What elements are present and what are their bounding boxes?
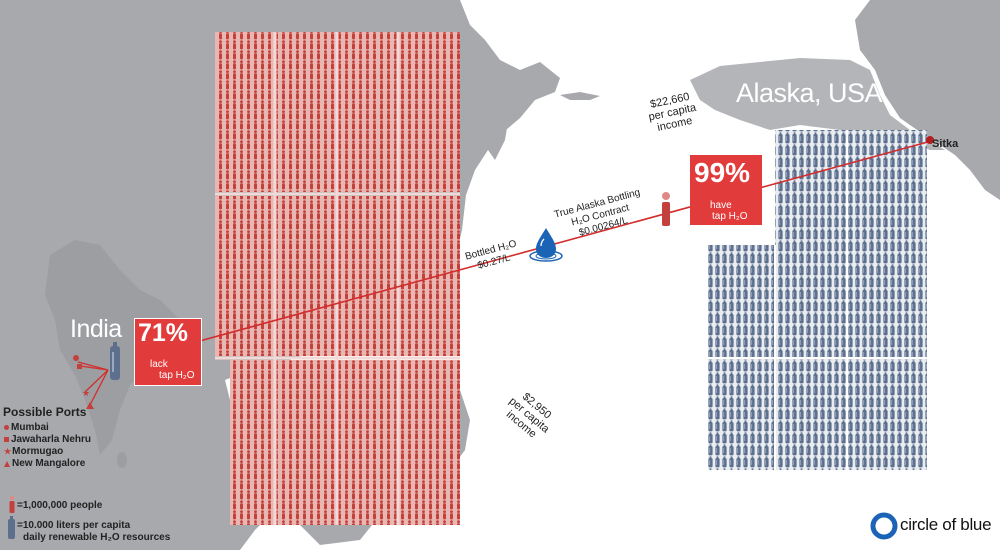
india-caption-1: lack [150,359,168,370]
port-mormugao-marker: ★ [82,388,90,398]
port-item-jnpt: Jawaharla Nehru [4,434,91,445]
port-mumbai-marker [73,355,79,361]
india-label: India [70,315,122,343]
sitka-label: Sitka [932,138,959,150]
brand-name: circle of blue [900,515,992,534]
square-marker-icon [4,437,9,442]
legend-person-icon [9,495,15,513]
port-name: Mormugao [12,446,64,457]
canada-landmass [855,0,1000,200]
port-name: Mumbai [11,422,49,433]
port-name: Jawaharla Nehru [11,434,92,445]
india-bottle-icon [110,342,120,380]
india-percent-box: 71% lack tap H₂O [134,318,202,386]
india-percent: 71% [138,319,189,347]
circle-of-blue-logo-icon [870,512,898,540]
shipping-route-line [184,139,936,346]
alaska-landmass [690,58,945,150]
aleutian-islands [560,92,600,100]
legend-bottles-line1: =10.000 liters per capita [17,520,131,531]
alaska-label: Alaska, USA [736,78,883,108]
port-item-mormugao: ★ Mormugao [4,446,63,457]
legend-bottles: =10.000 liters per capita daily renewabl… [17,520,170,544]
port-route-lines [77,361,109,406]
alaska-person-icon [662,192,670,226]
port-jnpt-marker [77,364,82,369]
india-caption-2: tap H₂O [159,370,195,381]
population-people-block [215,32,460,525]
triangle-marker-icon [4,460,10,467]
legend-people-label: =1,000,000 people [17,500,103,511]
circle-marker-icon [4,425,9,430]
alaska-caption-1: have [710,200,732,211]
alaska-percent: 99% [694,157,751,188]
port-mangalore-marker [86,402,94,409]
water-drop-icon [529,228,563,262]
water-resources-bottle-block [708,130,927,470]
sitka-marker [926,136,934,144]
port-item-mangalore: New Mangalore [4,458,85,469]
port-item-mumbai: Mumbai [4,422,49,433]
alaska-percent-box: 99% have tap H₂O [690,155,762,225]
japan-island [468,40,510,160]
alaska-caption-2: tap H₂O [712,211,748,222]
ports-title: Possible Ports [3,405,87,419]
port-name: New Mangalore [12,458,86,469]
legend-bottles-line2: daily renewable H₂O resources [23,532,171,543]
star-marker-icon: ★ [4,447,12,456]
sri-lanka [117,452,127,468]
legend-people: =1,000,000 people [17,500,102,511]
legend-bottle-icon [8,516,15,539]
